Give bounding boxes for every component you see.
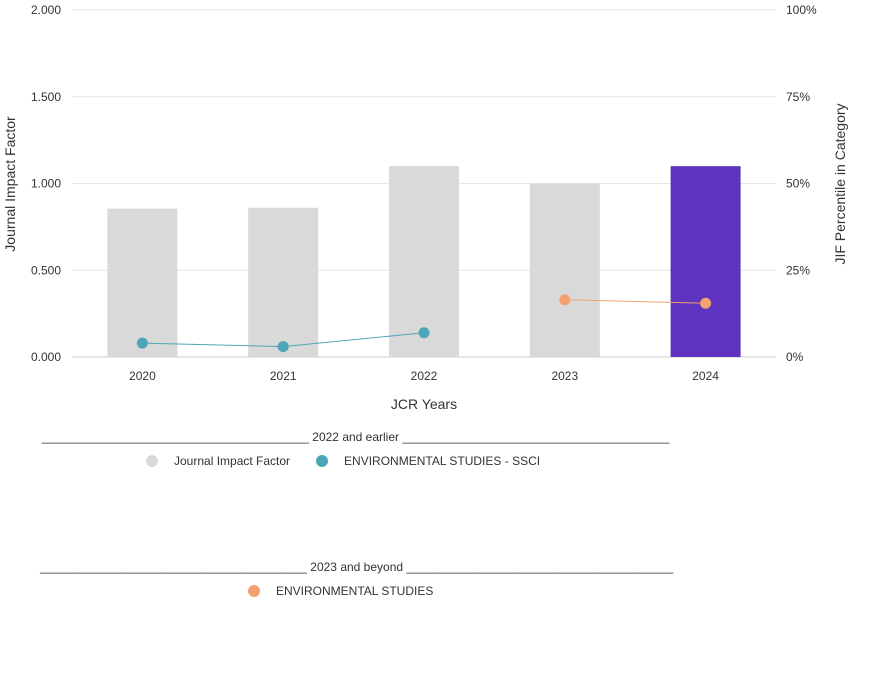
- x-axis-title: JCR Years: [391, 396, 457, 412]
- legend-items-group2: ENVIRONMENTAL STUDIES: [248, 584, 433, 598]
- legend-items-group1: Journal Impact Factor ENVIRONMENTAL STUD…: [146, 454, 540, 468]
- y2-tick-label: 25%: [786, 263, 810, 277]
- x-tick-label: 2024: [692, 369, 719, 383]
- series-point-2023: [559, 294, 571, 306]
- y-tick-label: 1.500: [31, 90, 61, 104]
- legend-item-env-studies-ssci[interactable]: ENVIRONMENTAL STUDIES - SSCI: [316, 454, 540, 468]
- right-axis-ticks: 0% 25% 50% 75% 100%: [786, 3, 817, 364]
- legend-ssci-label: ENVIRONMENTAL STUDIES - SSCI: [344, 454, 541, 468]
- series-point-2022: [418, 327, 430, 339]
- legend-ssci-marker-icon: [316, 455, 329, 467]
- y-tick-label: 1.000: [31, 177, 61, 191]
- y2-axis-title: JIF Percentile in Category: [832, 103, 848, 264]
- y2-tick-label: 0%: [786, 350, 804, 364]
- y2-tick-label: 50%: [786, 177, 810, 191]
- y-tick-label: 2.000: [31, 3, 61, 17]
- bar-2024: [670, 166, 741, 357]
- legend-header-2023-and-beyond: ________________________________________…: [40, 560, 674, 574]
- jif-chart: 0.000 0.500 1.000 1.500 2.000 0% 25% 50% 75% 100…: [2, 3, 848, 412]
- legend-jif-label: Journal Impact Factor: [174, 454, 291, 468]
- series-point-2020: [136, 337, 148, 349]
- legend-header-2022-and-earlier: ________________________________________…: [42, 430, 670, 444]
- y-tick-label: 0.000: [31, 350, 61, 364]
- bar-2020: [107, 208, 178, 357]
- series-point-2021: [277, 341, 289, 353]
- percentile-lines: [136, 294, 712, 353]
- x-axis-ticks: 2020 2021 2022 2023 2024: [129, 369, 719, 383]
- bar-2023: [529, 183, 600, 357]
- bars: [107, 166, 741, 357]
- x-tick-label: 2023: [551, 369, 578, 383]
- y2-tick-label: 75%: [786, 90, 810, 104]
- legend-env-studies-marker-icon: [248, 585, 260, 597]
- bar-2022: [389, 166, 459, 357]
- y2-tick-label: 100%: [786, 3, 817, 17]
- series-point-2024: [700, 297, 712, 309]
- y-tick-label: 0.500: [31, 263, 61, 277]
- bar-2021: [248, 207, 319, 357]
- y-axis-title: Journal Impact Factor: [2, 116, 18, 252]
- legend-jif-marker-icon: [146, 455, 158, 467]
- legend-item-jif[interactable]: Journal Impact Factor: [146, 454, 290, 468]
- series-line-1: [564, 299, 706, 304]
- legend-item-env-studies[interactable]: ENVIRONMENTAL STUDIES: [248, 584, 433, 598]
- x-tick-label: 2020: [129, 369, 156, 383]
- legend-env-studies-label: ENVIRONMENTAL STUDIES: [276, 584, 434, 598]
- x-tick-label: 2022: [411, 369, 438, 383]
- left-axis-ticks: 0.000 0.500 1.000 1.500 2.000: [31, 3, 61, 364]
- x-tick-label: 2021: [270, 369, 297, 383]
